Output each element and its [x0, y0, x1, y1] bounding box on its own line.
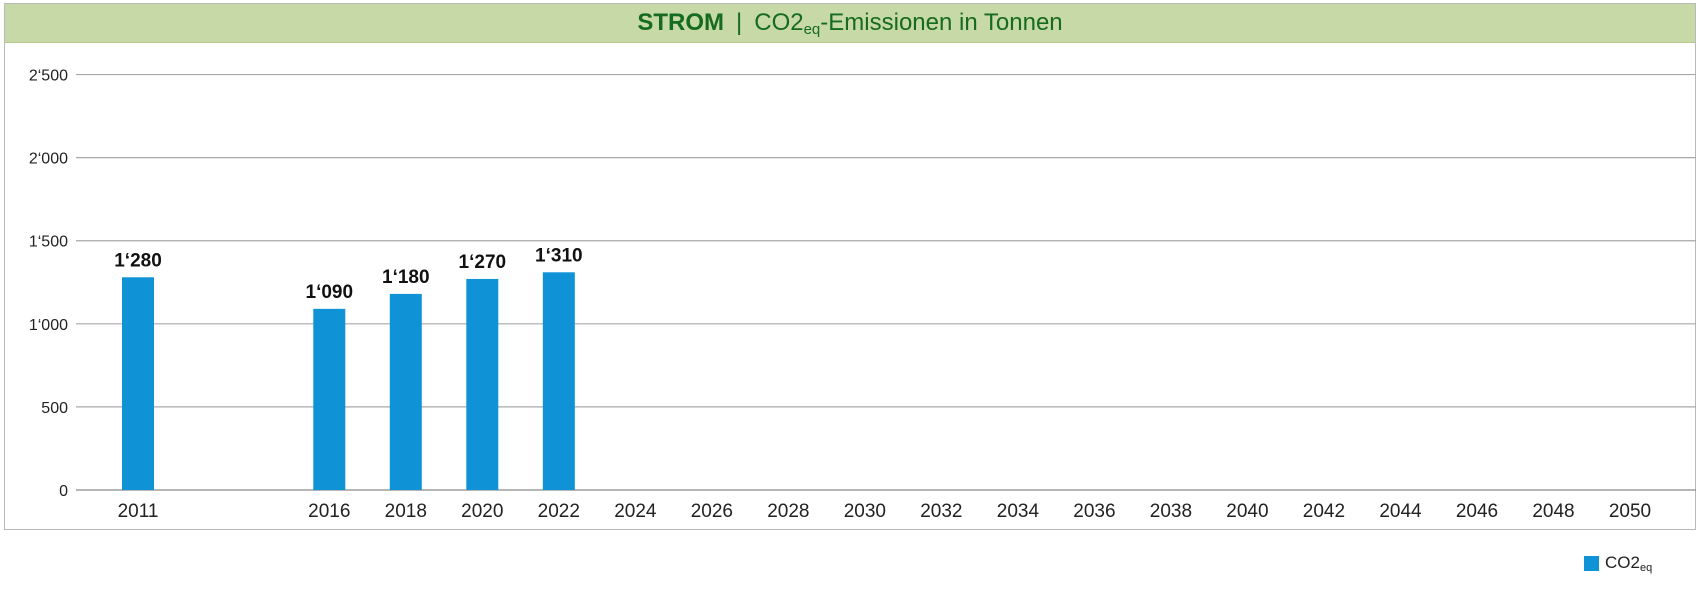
bar [542, 272, 575, 490]
x-tick-label: 2028 [767, 501, 809, 522]
x-tick-label: 2038 [1150, 501, 1192, 522]
bar [466, 278, 499, 490]
x-tick-label: 2018 [385, 501, 427, 522]
x-tick-label: 2022 [538, 501, 580, 522]
x-tick-label: 2024 [614, 501, 657, 522]
y-tick-label: 1‘000 [29, 317, 68, 334]
x-tick-label: 2046 [1456, 501, 1498, 522]
y-tick-label: 1‘500 [29, 234, 68, 251]
title-subscript: eq [803, 20, 821, 38]
data-label: 1‘310 [535, 245, 583, 266]
x-tick-label: 2044 [1379, 501, 1422, 522]
x-tick-label: 2032 [920, 501, 962, 522]
title-separator: | [736, 9, 743, 36]
x-tick-label: 2050 [1609, 501, 1651, 522]
title-main: CO2 [754, 9, 804, 36]
x-tick-label: 2011 [118, 501, 159, 522]
y-tick-label: 0 [59, 483, 68, 500]
x-tick-label: 2042 [1303, 501, 1345, 522]
title-bold: STROM [637, 9, 724, 36]
data-label: 1‘180 [382, 267, 430, 288]
y-tick-label: 500 [41, 400, 68, 417]
x-tick-label: 2020 [461, 501, 503, 522]
x-tick-label: 2040 [1226, 501, 1268, 522]
chart-title-bar: STROM | CO2 eq -Emissionen in Tonnen [5, 4, 1695, 43]
data-label: 1‘270 [459, 252, 507, 273]
x-tick-label: 2034 [997, 501, 1040, 522]
y-tick-label: 2‘000 [29, 151, 68, 168]
bar [389, 293, 422, 490]
x-tick-label: 2026 [691, 501, 733, 522]
x-tick-label: 2030 [844, 501, 886, 522]
data-label: 1‘090 [306, 282, 354, 303]
legend-subscript: eq [1639, 562, 1653, 574]
chart-frame: STROM | CO2 eq -Emissionen in Tonnen [4, 3, 1696, 530]
x-tick-label: 2016 [308, 501, 350, 522]
legend-label: CO2 [1605, 553, 1640, 572]
title-rest: -Emissionen in Tonnen [820, 9, 1063, 36]
x-tick-label: 2036 [1073, 501, 1115, 522]
x-tick-label: 2048 [1532, 501, 1574, 522]
chart-legend: CO2 eq [1584, 553, 1653, 574]
bar [313, 308, 346, 490]
y-tick-label: 2‘500 [29, 68, 68, 85]
bar [122, 277, 154, 490]
legend-swatch [1584, 555, 1599, 571]
data-label: 1‘280 [114, 250, 162, 271]
